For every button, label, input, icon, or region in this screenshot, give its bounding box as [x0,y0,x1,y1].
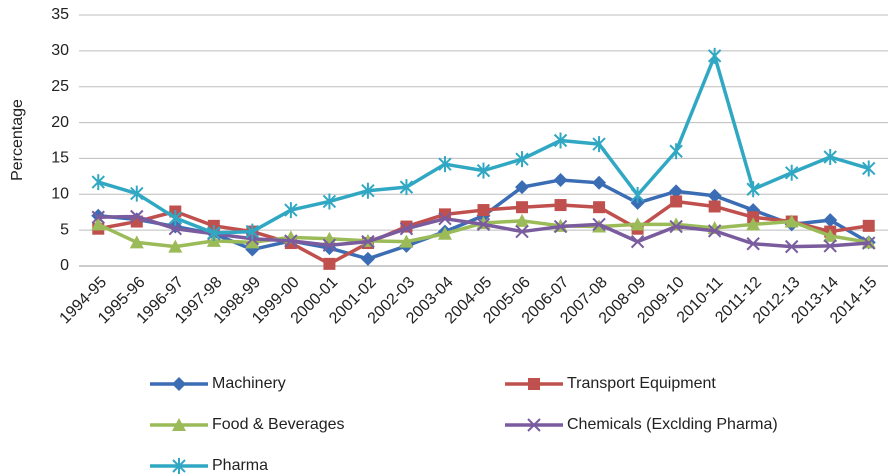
y-tick-label: 5 [60,221,69,238]
marker [746,181,760,198]
marker [168,222,183,236]
y-tick-label: 30 [51,42,69,59]
y-tick-label: 35 [51,6,69,23]
marker [168,209,183,226]
marker [669,219,683,234]
marker [592,136,606,153]
marker [399,222,414,236]
y-axis-label: Percentage [9,99,26,181]
marker [708,200,721,213]
y-tick-label: 20 [51,114,69,131]
marker [245,223,260,240]
marker [207,225,221,242]
legend-item: Machinery [150,375,286,392]
legend-item: Transport Equipment [505,375,716,392]
legend-item: Food & Beverages [150,416,345,433]
marker [284,202,298,219]
marker [592,175,607,190]
marker [172,377,186,391]
marker [707,188,722,203]
marker [515,213,530,227]
marker [476,217,491,232]
marker [784,164,799,181]
marker [630,217,645,231]
marker [399,179,414,196]
marker [322,238,337,252]
marker [784,214,799,228]
marker [823,239,837,253]
marker [746,217,761,231]
y-tick-label: 25 [51,78,69,95]
marker [323,257,336,270]
marker [707,47,722,64]
marker [91,174,105,191]
legend-label: Pharma [212,457,268,474]
marker [168,239,183,253]
marker [438,211,452,226]
marker [322,193,337,210]
marker [823,148,837,165]
marker [438,156,452,173]
marker [823,228,838,242]
marker [360,251,375,266]
marker [630,234,645,249]
marker [91,210,105,224]
marker [130,185,144,202]
marker [130,209,144,224]
marker [669,143,683,160]
marker [476,162,491,179]
marker [862,160,876,177]
marker [553,219,568,234]
marker [516,201,529,214]
marker [862,236,876,250]
marker [528,378,540,390]
legend-label: Machinery [212,375,286,392]
marker [553,132,568,149]
marker [361,234,375,249]
legend-label: Chemicals (Exclding Pharma) [567,416,778,433]
marker [593,201,606,214]
y-tick-label: 10 [51,186,69,203]
marker [515,180,530,195]
marker [747,211,760,224]
marker [245,235,260,249]
y-tick-label: 0 [60,257,69,274]
marker [823,213,838,228]
legend-label: Food & Beverages [212,416,345,433]
legend-item: Chemicals (Exclding Pharma) [505,416,778,433]
marker [707,224,722,238]
marker [746,237,760,251]
marker [554,199,567,212]
marker [862,219,875,232]
marker [527,418,541,432]
marker [172,458,186,474]
y-tick-label: 15 [51,150,69,167]
marker [553,172,568,187]
marker [437,226,452,240]
marker [630,187,645,204]
marker [129,235,144,249]
legend-label: Transport Equipment [567,375,716,392]
marker [592,217,606,232]
marker [284,234,298,248]
marker [784,239,799,254]
marker [172,418,186,431]
marker [515,151,529,168]
marker [399,234,414,248]
marker [477,204,490,217]
marker [91,217,106,231]
marker [361,182,375,199]
marker [670,195,683,208]
marker [515,224,529,239]
marker [669,184,684,199]
legend-item: Pharma [150,457,268,474]
